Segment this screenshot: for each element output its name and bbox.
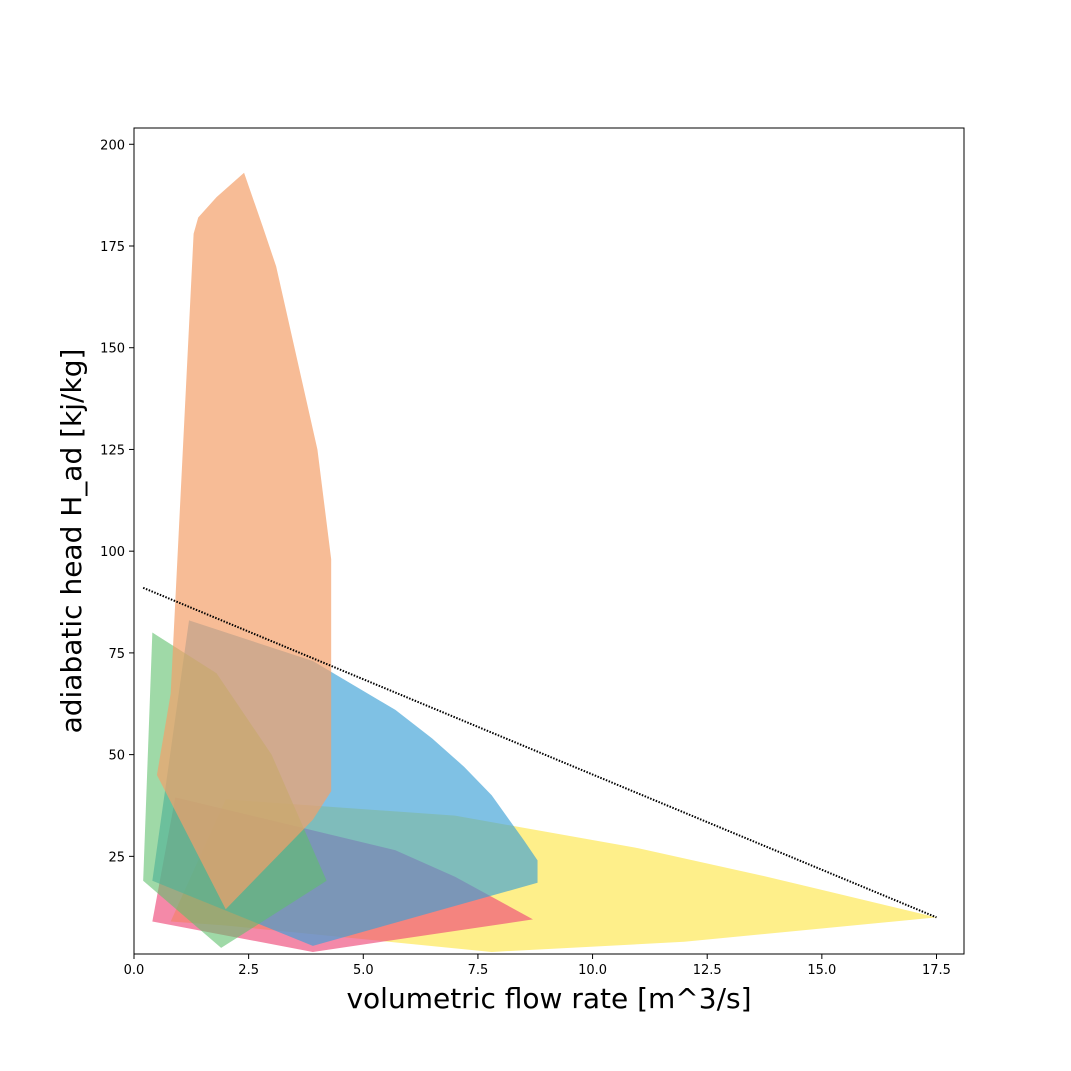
- x-axis-title: volumetric flow rate [m^3/s]: [346, 982, 751, 1015]
- x-tick-label: 10.0: [578, 963, 607, 978]
- y-axis-title: adiabatic head H_ad [kj/kg]: [55, 349, 88, 734]
- y-tick-label: 125: [100, 443, 125, 458]
- y-tick-label: 200: [100, 138, 125, 153]
- x-tick-label: 2.5: [238, 963, 259, 978]
- y-tick-label: 75: [108, 647, 125, 662]
- series-layer: [143, 172, 937, 952]
- y-tick-label: 150: [100, 342, 125, 357]
- y-tick-label: 25: [108, 850, 125, 865]
- y-tick-label: 175: [100, 240, 125, 255]
- reference-line-layer: [142, 586, 937, 919]
- x-tick-label: 12.5: [693, 963, 722, 978]
- x-tick-label: 15.0: [807, 963, 836, 978]
- x-tick-label: 5.0: [353, 963, 374, 978]
- y-tick-label: 100: [100, 545, 125, 560]
- x-tick-label: 17.5: [922, 963, 951, 978]
- x-tick-label: 0.0: [124, 963, 145, 978]
- series-area-5: [156, 172, 332, 910]
- x-axis-ticks: 0.0 2.5 5.0 7.5 10.0 12.5 15.0 17.5: [124, 954, 951, 978]
- y-axis-ticks: 25 50 75 100 125 150 175 200: [100, 138, 134, 865]
- reference-line: [142, 586, 937, 919]
- x-tick-label: 7.5: [468, 963, 489, 978]
- plot-frame: [133, 127, 965, 955]
- y-tick-label: 50: [108, 749, 125, 764]
